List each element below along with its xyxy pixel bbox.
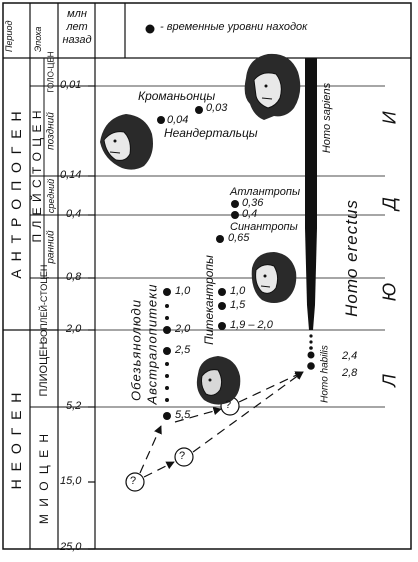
time-0-4: 0,4 [66, 208, 82, 220]
find-pit2: 1,5 [230, 299, 246, 311]
epoch-miocene: М И О Ц Е Н [37, 431, 51, 525]
australopithecus-head-icon [196, 356, 241, 405]
time-25-0: 25,0 [60, 541, 82, 553]
arrow-to-unknown-2 [143, 461, 175, 478]
period-neogene: Н Е О Г Е Н [8, 390, 24, 490]
time-0-01: 0,01 [60, 79, 82, 91]
unknown-circle-1 [125, 472, 145, 492]
header-mya: млн лет назад [62, 8, 92, 46]
find-dots [157, 106, 239, 420]
find-hab2: 2,8 [342, 367, 358, 379]
subepoch-early: ранний [45, 230, 57, 264]
time-0-8: 0,8 [66, 271, 82, 283]
find-cro: 0,03 [206, 102, 228, 114]
time-0-14: 0,14 [60, 169, 82, 181]
epoch-pleistocene: П Л Е Й С Т О Ц Е Н [30, 109, 44, 243]
evolution-arrows [139, 371, 304, 478]
epoch-eopleistocene: ЭОПЛЕЙ-СТОЦЕН [39, 264, 49, 344]
time-15-0: 15,0 [60, 475, 82, 487]
legend-dot [145, 24, 155, 34]
header-epoch: Эпоха [33, 26, 43, 52]
erectus-lineage-taper [305, 228, 317, 330]
habilis-dots [307, 334, 315, 370]
unknown-mark-3: ? [225, 399, 232, 411]
group-atlanthropus: Атлантропы [230, 186, 301, 198]
cro-magnon-head-icon [244, 53, 301, 121]
species-homo-sapiens: Homo sapiens [321, 82, 333, 154]
pithecanthropus-head-icon [251, 252, 297, 303]
arrow-to-australopithecus [139, 425, 162, 474]
find-aus4: 5,5 [175, 409, 191, 421]
find-atl2: 0,4 [242, 208, 258, 220]
sapiens-lineage-bar [305, 58, 317, 228]
species-homo-erectus: Homo erectus [342, 199, 361, 317]
time-ticks [88, 85, 95, 550]
time-2-0: 2,0 [66, 323, 82, 335]
group-neanderthal: Неандертальцы [164, 126, 258, 140]
find-sin: 0,65 [228, 232, 250, 244]
group-sinanthropus: Синантропы [230, 221, 298, 233]
find-pit3: 1,9 – 2,0 [230, 319, 273, 331]
group-pithecanthropus: Питекантропы [202, 255, 216, 345]
unknown-mark-1: ? [130, 475, 137, 487]
find-hab1: 2,4 [342, 350, 358, 362]
species-homo-habilis: Homo habilis [319, 345, 331, 403]
epoch-holocene: ГОЛО-ЦЕН [46, 51, 56, 93]
subepoch-middle: средний [46, 178, 56, 214]
unknown-mark-2: ? [179, 450, 186, 462]
find-atl1: 0,36 [242, 197, 264, 209]
time-5-2: 5,2 [66, 400, 82, 412]
find-pit1: 1,0 [230, 285, 246, 297]
subepoch-late: поздний [45, 112, 57, 150]
period-anthropogene: А Н Т Р О П О Г Е Н [8, 109, 24, 279]
find-aus3: 2,5 [175, 344, 191, 356]
neanderthal-head-icon [100, 114, 153, 170]
header-period: Период [4, 20, 14, 52]
group-cro-magnon: Кроманьонцы [138, 89, 216, 103]
people-label: Л Ю Д И [379, 77, 400, 387]
arrow-to-unknown-3 [174, 407, 222, 423]
arrow-unknown-3-to-habilis [238, 371, 304, 403]
find-nean: 0,04 [167, 114, 189, 126]
group-ape-men: Обезьянолюди [128, 299, 144, 401]
epoch-pliocene: ПЛИОЦЕН [38, 341, 50, 397]
arrow-to-habilis [192, 371, 304, 453]
legend-label: - временные уровни находок [160, 21, 308, 33]
outer-frame [2, 2, 412, 550]
unknown-circle-2 [174, 447, 194, 467]
find-aus1: 1,0 [175, 285, 191, 297]
find-aus2: 2,0 [175, 323, 191, 335]
group-australopithecus: Австралопитеки [144, 283, 160, 405]
